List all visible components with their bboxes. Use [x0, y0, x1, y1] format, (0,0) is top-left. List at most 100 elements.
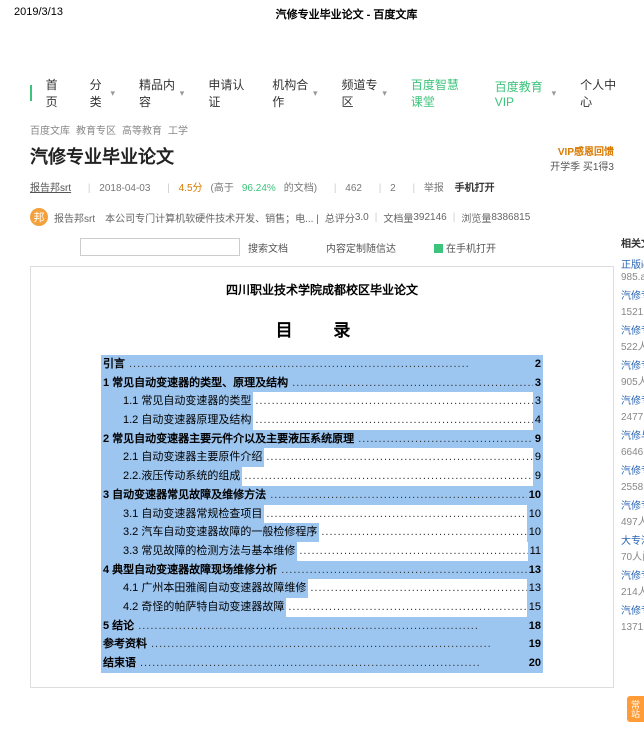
nav-item[interactable]: 精品内容▾ [139, 76, 184, 110]
toc-page: 9 [533, 430, 543, 449]
meta-count1: 462 [345, 183, 362, 194]
nav-item[interactable]: 百度智慧课堂 [411, 76, 471, 110]
toc-dots [356, 430, 533, 449]
breadcrumb-item[interactable]: 百度文库 [30, 126, 70, 137]
toc-text: 结束语 [101, 654, 138, 673]
sidebar-item[interactable]: 汽修专业 [621, 497, 644, 512]
toc-text: 1.1 常见自动变速器的类型 [101, 392, 253, 411]
view-count-value: 8386815 [491, 212, 530, 223]
toc-line[interactable]: 2.1 自动变速器主要原件介绍9 [101, 448, 543, 467]
toc-page: 3 [533, 392, 543, 411]
vip-promo-line1: VIP感恩回馈 [550, 143, 614, 158]
sidebar-item-meta: 905人阅 [621, 373, 644, 388]
toc-dots [253, 411, 533, 430]
option-custom[interactable]: 内容定制随信达 [326, 240, 396, 255]
toc-line[interactable]: 3.1 自动变速器常规检查项目10 [101, 505, 543, 524]
toc-line[interactable]: 2 常见自动变速器主要元件介以及主要液压系统原理9 [101, 430, 543, 449]
toc-line[interactable]: 引言2 [101, 355, 543, 374]
toc-text: 4 典型自动变速器故障现场维修分析 [101, 561, 279, 580]
sidebar-item-meta: 522人阅 [621, 338, 644, 353]
rating-percent: 96.24% [242, 183, 276, 194]
toc-line[interactable]: 2.2.液压传动系统的组成 9 [101, 467, 543, 486]
nav-bar: 首页分类▾ 精品内容▾ 申请认证机构合作▾ 频道专区▾ 百度智慧课堂百度教育VIP▾ 个人… [0, 68, 644, 118]
toc-text: 3.1 自动变速器常规检查项目 [101, 505, 264, 524]
toc-page: 13 [527, 561, 543, 580]
institution-title: 四川职业技术学院成都校区毕业论文 [61, 281, 583, 298]
meta-count2: 2 [390, 183, 396, 194]
toc-line[interactable]: 4.2 奇怪的帕萨特自动变速器故障 15 [101, 598, 543, 617]
toc-page: 9 [533, 467, 543, 486]
toc-dots [308, 579, 526, 598]
sidebar-item[interactable]: 正版ios [621, 256, 644, 271]
option-mobile[interactable]: 在手机打开 [434, 240, 496, 255]
sidebar-item-meta: 497人阅 [621, 513, 644, 528]
toc-text: 5 结论 [101, 617, 136, 636]
toc-line[interactable]: 结束语20 [101, 654, 543, 673]
sidebar-item-meta: 2477人阅 [621, 408, 644, 423]
toc-line[interactable]: 3.2 汽车自动变速器故障的一般检修程序10 [101, 523, 543, 542]
sidebar-item-meta: 214人阅 [621, 583, 644, 598]
toc-line[interactable]: 4 典型自动变速器故障现场维修分析 13 [101, 561, 543, 580]
toc-text: 2.1 自动变速器主要原件介绍 [101, 448, 264, 467]
chevron-down-icon: ▾ [382, 88, 387, 99]
sidebar-item[interactable]: 汽修专业 [621, 602, 644, 617]
toc-page: 19 [527, 635, 543, 654]
toc-line[interactable]: 3.3 常见故障的检测方法与基本维修11 [101, 542, 543, 561]
sidebar-item[interactable]: 大专汽修 [621, 532, 644, 547]
uploader-link[interactable]: 报告邦srt [30, 183, 71, 194]
nav-item[interactable]: 百度教育VIP▾ [495, 78, 556, 109]
sidebar-item[interactable]: 汽修专业 [621, 322, 644, 337]
toc-text: 参考资料 [101, 635, 149, 654]
sidebar-item[interactable]: 汽修专业 [621, 567, 644, 582]
nav-item[interactable]: 申请认证 [208, 76, 248, 110]
sidebar-item[interactable]: 汽修专业 [621, 462, 644, 477]
toc-dots [136, 617, 527, 636]
toc-dots [242, 467, 533, 486]
sidebar-item[interactable]: 汽修与... [621, 427, 644, 442]
sidebar-item-meta: 6646人阅 [621, 443, 644, 458]
toc-line[interactable]: 4.1 广州本田雅阁自动变速器故障维修13 [101, 579, 543, 598]
sidebar-item[interactable]: 汽修专业 [621, 357, 644, 372]
view-count-label: 浏览量 [461, 210, 491, 225]
toc-line[interactable]: 1 常见自动变速器的类型、原理及结构3 [101, 374, 543, 393]
breadcrumb-item[interactable]: 高等教育 [122, 126, 162, 137]
nav-item[interactable]: 分类▾ [90, 76, 115, 110]
breadcrumb-item[interactable]: 教育专区 [76, 126, 116, 137]
sidebar-item-meta: 1371人阅 [621, 618, 644, 633]
toc-line[interactable]: 3 自动变速器常见故障及维修方法10 [101, 486, 543, 505]
toc-text: 2.2.液压传动系统的组成 [101, 467, 242, 486]
toc-page: 15 [527, 598, 543, 617]
vip-promo[interactable]: VIP感恩回馈 开学季 买1得3 [550, 143, 614, 173]
sidebar-item[interactable]: 汽修专业 [621, 287, 644, 302]
toc-line[interactable]: 1.1 常见自动变速器的类型 3 [101, 392, 543, 411]
author-name[interactable]: 报告邦srt [54, 210, 95, 225]
toc-line[interactable]: 5 结论18 [101, 617, 543, 636]
nav-item[interactable]: 首页 [46, 76, 66, 110]
toc-line[interactable]: 1.2 自动变速器原理及结构4 [101, 411, 543, 430]
rating-mid: (高于 [211, 183, 234, 194]
toc-text: 4.2 奇怪的帕萨特自动变速器故障 [101, 598, 286, 617]
toc-text: 1 常见自动变速器的类型、原理及结构 [101, 374, 290, 393]
sidebar-item-meta: 70人阅 [621, 548, 644, 563]
search-button[interactable]: 搜索文档 [248, 240, 288, 255]
nav-item[interactable]: 个人中心 [580, 76, 620, 110]
chevron-down-icon: ▾ [180, 88, 185, 99]
toc-dots [286, 598, 526, 617]
cert-link[interactable]: 手机打开 [455, 183, 495, 194]
author-bar: 邦 报告邦srt 本公司专门计算机软硬件技术开发、销售；电... | 总评分 3… [0, 202, 644, 232]
search-input[interactable] [80, 238, 240, 256]
avatar[interactable]: 邦 [30, 208, 48, 226]
toc-dots [138, 654, 527, 673]
nav-item[interactable]: 机构合作▾ [272, 76, 317, 110]
toc-page: 2 [533, 355, 543, 374]
chevron-down-icon: ▾ [110, 88, 115, 99]
breadcrumb-item[interactable]: 工学 [168, 126, 188, 137]
toc-line[interactable]: 参考资料 19 [101, 635, 543, 654]
sidebar-item[interactable]: 汽修专业 [621, 392, 644, 407]
toc-dots [319, 523, 526, 542]
toc-text: 3.3 常见故障的检测方法与基本维修 [101, 542, 297, 561]
nav-item[interactable]: 频道专区▾ [342, 76, 387, 110]
float-tag[interactable]: 常站 [627, 696, 644, 722]
upload-date: 2018-04-03 [99, 183, 150, 194]
sidebar-item-meta: 1521人阅 [621, 303, 644, 318]
